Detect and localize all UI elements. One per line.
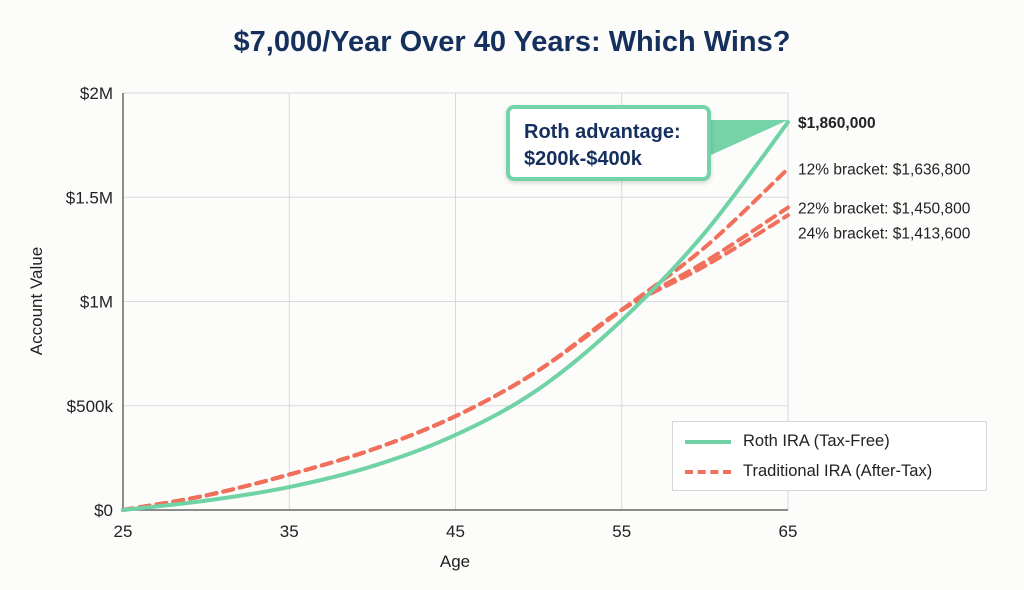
end-labels: $1,860,000 12% bracket: $1,636,800 22% bra… (798, 115, 971, 242)
legend-label: Traditional IRA (After-Tax) (743, 462, 933, 480)
annotation-callout: Roth advantage: $200k-$400k (506, 105, 711, 181)
legend-item-traditional: Traditional IRA (After-Tax) (685, 462, 932, 481)
annotation-line2: $200k-$400k (524, 148, 642, 170)
x-axis-label: Age (440, 552, 470, 571)
y-axis-label: Account Value (27, 247, 46, 355)
legend-label: Roth IRA (Tax-Free) (743, 432, 890, 450)
x-tick-label: 25 (114, 522, 133, 541)
callout-pointer (700, 120, 788, 160)
annotation-line1: Roth advantage: (524, 121, 681, 143)
x-tick-label: 55 (612, 522, 631, 541)
y-tick-label: $0 (94, 501, 113, 520)
y-tick-label: $2M (80, 84, 113, 103)
chart-title: $7,000/Year Over 40 Years: Which Wins? (233, 26, 791, 58)
legend-item-roth: Roth IRA (Tax-Free) (685, 432, 890, 451)
series-line-roth (121, 120, 790, 512)
legend-dashed-line-icon (685, 469, 731, 474)
x-tick-label: 35 (280, 522, 299, 541)
legend: Roth IRA (Tax-Free) Traditional IRA (Aft… (672, 421, 987, 491)
end-value-label: $1,860,000 (798, 115, 876, 132)
x-tick-label: 65 (779, 522, 798, 541)
y-tick-label: $500k (67, 397, 114, 416)
legend-solid-line-icon (685, 439, 731, 444)
y-tick-label: $1.5M (66, 188, 113, 207)
end-value-label: 12% bracket: $1,636,800 (798, 162, 971, 179)
y-tick-label: $1M (80, 293, 113, 312)
grid (122, 92, 789, 511)
ticks: 25 35 45 55 65 $0 $500k $1M $1.5M $2M (66, 84, 798, 541)
x-tick-label: 45 (446, 522, 465, 541)
series-line-traditional (121, 213, 790, 512)
series (121, 120, 790, 512)
end-value-label: 22% bracket: $1,450,800 (798, 201, 971, 218)
end-value-label: 24% bracket: $1,413,600 (798, 226, 971, 243)
